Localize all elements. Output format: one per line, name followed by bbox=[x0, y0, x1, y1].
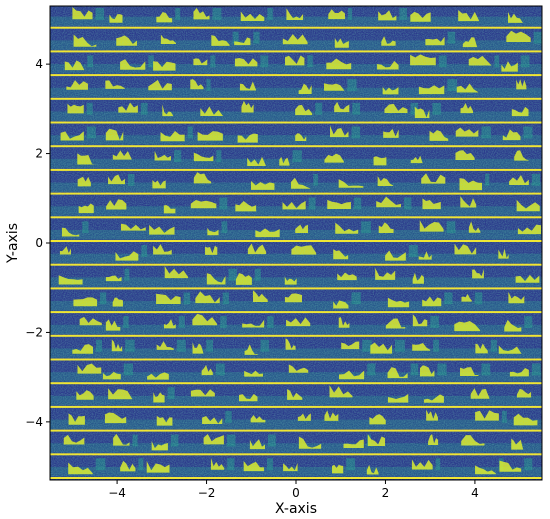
texture-overlay bbox=[50, 6, 542, 480]
y-tick-label: 4 bbox=[35, 57, 43, 71]
y-tick-label: 0 bbox=[35, 236, 43, 250]
x-tick-label: 4 bbox=[471, 486, 479, 500]
spectral-column bbox=[544, 221, 550, 233]
y-tick-label: 2 bbox=[35, 147, 43, 161]
y-axis-label: Y-axis bbox=[5, 223, 21, 264]
x-tick-label: −2 bbox=[198, 486, 216, 500]
y-tick-label: −2 bbox=[25, 325, 43, 339]
x-tick-label: 0 bbox=[292, 486, 300, 500]
y-axis-ticks: −4 −2 0 2 4 bbox=[25, 57, 50, 429]
x-axis-label: X-axis bbox=[275, 501, 317, 517]
plot-area bbox=[50, 6, 550, 480]
x-tick-label: −4 bbox=[108, 486, 126, 500]
x-tick-label: 2 bbox=[382, 486, 390, 500]
x-axis-ticks: −4 −2 0 2 4 bbox=[108, 480, 479, 500]
y-tick-label: −4 bbox=[25, 415, 43, 429]
spectral-column bbox=[543, 198, 549, 210]
